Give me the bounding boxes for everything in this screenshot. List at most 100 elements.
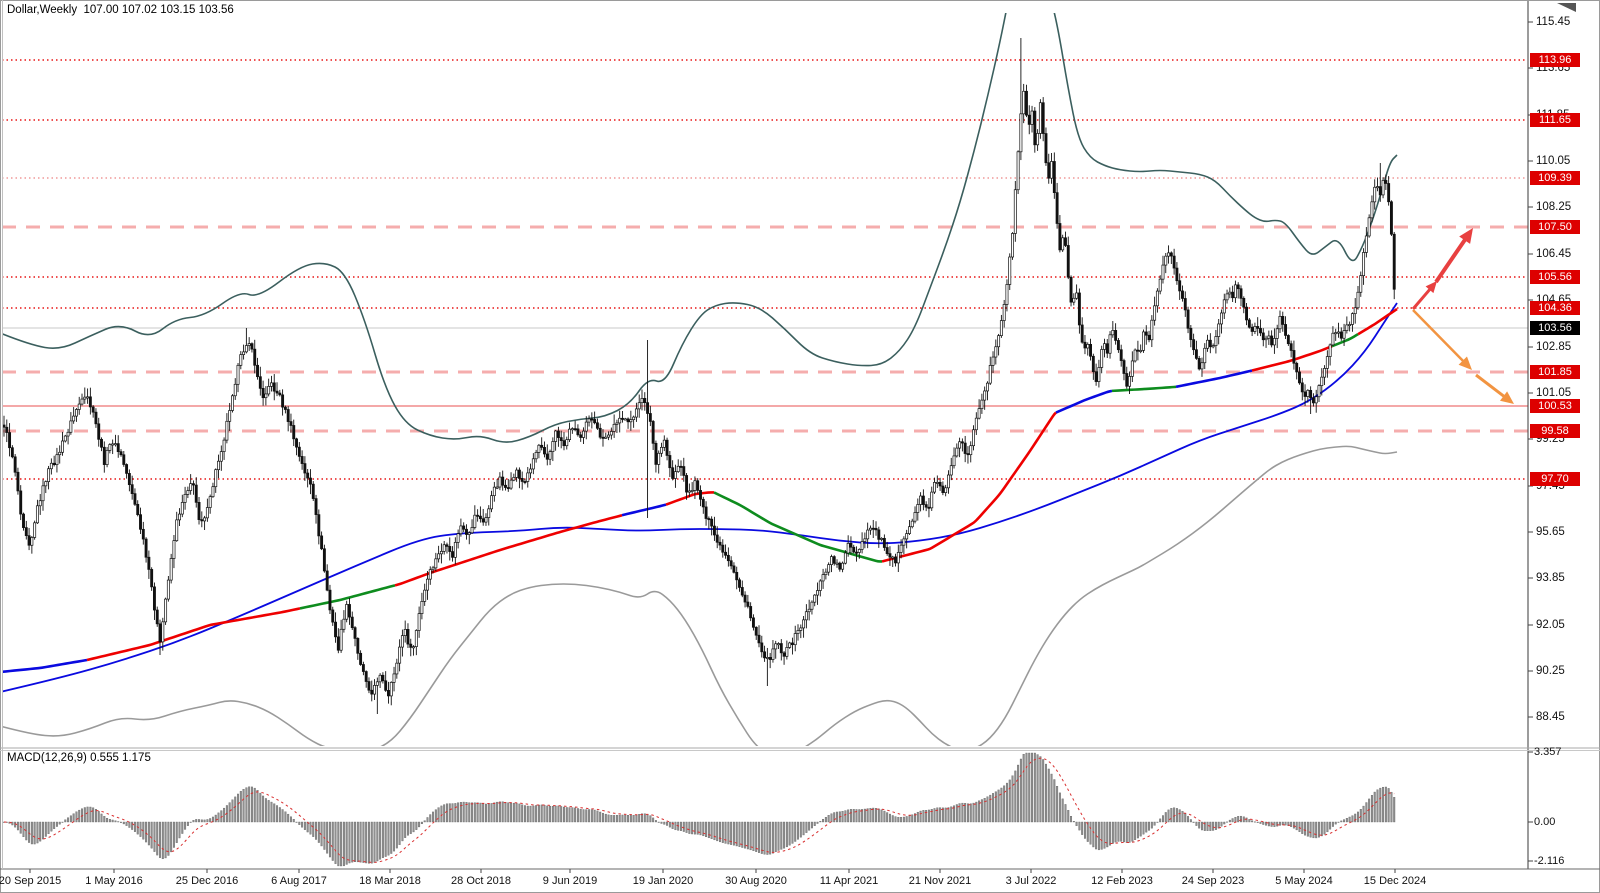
macd-bar <box>922 810 925 823</box>
macd-bar <box>1148 821 1151 831</box>
macd-bar <box>1345 818 1348 823</box>
macd-bar <box>496 801 499 823</box>
price-tick-label: 108.25 <box>1536 201 1572 213</box>
macd-bar <box>203 819 206 823</box>
macd-bar <box>705 821 708 838</box>
candle-body <box>356 638 360 654</box>
candle-body <box>880 537 884 540</box>
candle-body <box>1231 291 1235 299</box>
macd-bar <box>507 802 510 823</box>
candle-body <box>526 472 530 482</box>
candle-body <box>191 483 195 486</box>
macd-bar <box>337 821 340 867</box>
macd-bar <box>111 819 114 823</box>
macd-bar <box>78 809 81 823</box>
candle-body <box>637 402 641 410</box>
candle-body <box>1311 397 1315 404</box>
candle-body <box>459 525 463 535</box>
lower-band-line[interactable] <box>0 445 1398 756</box>
candle-body <box>760 642 764 653</box>
candle-body <box>891 556 895 559</box>
macd-bar <box>406 821 409 836</box>
candle-body <box>183 494 187 503</box>
macd-bar <box>833 812 836 823</box>
candle-body <box>829 556 833 565</box>
candles[interactable] <box>2 38 1396 714</box>
macd-bar <box>875 808 877 823</box>
candle-body <box>256 364 259 378</box>
candle-body <box>345 604 349 620</box>
macd-bar <box>1259 821 1262 824</box>
macd-bar <box>242 788 245 823</box>
candle-body <box>715 534 719 543</box>
candle-body <box>1005 284 1009 305</box>
candle-body <box>462 525 466 530</box>
candle-body <box>311 483 315 499</box>
macd-bar <box>172 821 175 848</box>
macd-bar <box>1351 815 1354 823</box>
candle-body <box>1270 335 1274 346</box>
macd-bar <box>83 807 86 823</box>
macd-bar <box>256 790 259 823</box>
macd-signal-line[interactable] <box>3 757 1395 863</box>
macd-bar <box>680 821 682 831</box>
candle-body <box>261 387 265 399</box>
candle-body <box>882 537 886 548</box>
macd-bar <box>1139 821 1142 837</box>
macd-bar <box>200 819 203 823</box>
upper-band-line[interactable] <box>0 0 1398 443</box>
projection-up-arrow-2[interactable] <box>1434 228 1473 284</box>
candle-body <box>1325 356 1329 369</box>
candle-body <box>203 517 207 522</box>
projection-down-arrow-2[interactable] <box>1475 373 1514 404</box>
macd-bar <box>61 821 64 823</box>
horizontal-levels[interactable] <box>2 59 1528 480</box>
mid-ma-segment <box>1175 369 1253 389</box>
macd-bar <box>721 821 724 843</box>
macd-bar <box>735 821 738 847</box>
macd-bar <box>1083 821 1086 839</box>
macd-bar <box>905 816 908 823</box>
price-tick-label: 115.45 <box>1536 16 1571 28</box>
macd-bar <box>1192 821 1195 823</box>
macd-bar <box>1240 815 1242 823</box>
candle-body <box>264 393 268 399</box>
macd-bar <box>529 805 532 823</box>
macd-bar <box>1267 821 1270 827</box>
candle-body <box>420 601 424 614</box>
macd-bar <box>94 809 97 823</box>
macd-bar <box>546 805 549 823</box>
candle-body <box>225 420 229 441</box>
candle-body <box>673 471 677 479</box>
candle-body <box>910 520 914 528</box>
macd-bar <box>404 821 407 838</box>
macd-bar <box>147 821 150 846</box>
mid-ma-line[interactable] <box>0 307 1398 674</box>
candle-body <box>1036 133 1040 146</box>
candle-body <box>1339 331 1343 339</box>
macd-bar <box>42 821 44 840</box>
date-tick-label: 28 Oct 2018 <box>451 875 511 887</box>
candle-body <box>671 467 675 479</box>
candle-body <box>1317 385 1321 398</box>
projection-up-arrow-1[interactable] <box>1411 281 1437 310</box>
candle-body <box>1022 90 1026 115</box>
candle-body <box>1378 186 1382 196</box>
macd-bar <box>788 821 791 846</box>
macd-bar <box>1315 821 1318 839</box>
candle-body <box>1075 292 1079 299</box>
candle-body <box>211 486 215 498</box>
macd-bar <box>994 791 997 823</box>
macd-bar <box>125 821 128 826</box>
macd-bar <box>763 821 766 855</box>
macd-bar <box>1022 753 1025 823</box>
macd-bar <box>178 821 181 839</box>
macd-bar <box>245 787 248 823</box>
macd-bar <box>844 810 847 823</box>
slow-ma-line[interactable] <box>0 302 1398 693</box>
candle-body <box>949 465 953 476</box>
candle-body <box>342 618 346 630</box>
projection-down-arrow-1[interactable] <box>1412 309 1472 370</box>
macd-bar <box>423 820 426 823</box>
